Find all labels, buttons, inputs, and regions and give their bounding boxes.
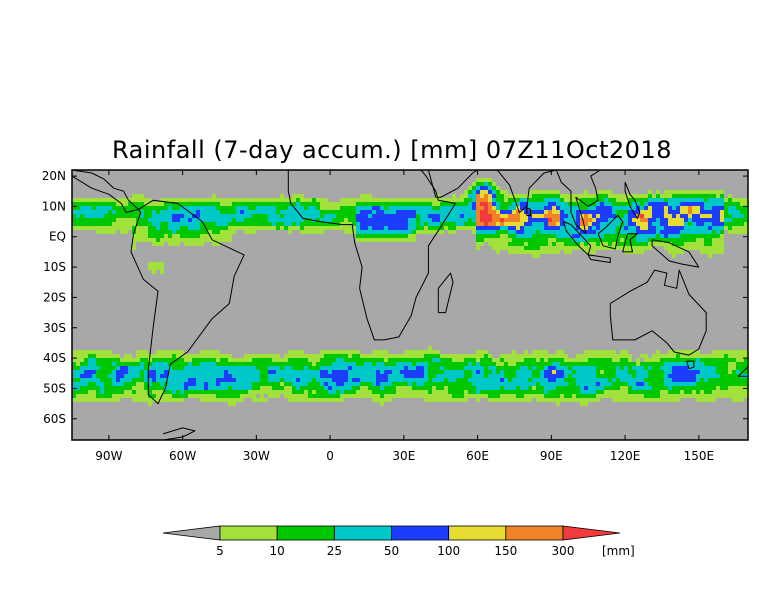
- colorbar-swatch: [391, 525, 450, 541]
- colorbar-level-label: 5: [216, 544, 224, 558]
- lon-tick-label: 0: [326, 449, 334, 463]
- map-frame: [71, 169, 749, 441]
- map-title: Rainfall (7-day accum.) [mm] 07Z11Oct201…: [112, 136, 672, 164]
- colorbar-level-label: 300: [552, 544, 575, 558]
- lat-tick-label: 30S: [43, 321, 66, 335]
- coastlines: [72, 170, 748, 440]
- lon-tick-label: 90E: [540, 449, 563, 463]
- lat-tick-label: 20S: [43, 290, 66, 304]
- colorbar-swatch: [333, 525, 392, 541]
- lon-tick-label: 30W: [243, 449, 270, 463]
- colorbar-level-label: 10: [270, 544, 285, 558]
- lat-tick-label: 10S: [43, 260, 66, 274]
- philippines-coast: [624, 181, 641, 219]
- antarctica-coast: [162, 427, 196, 440]
- lon-tick-label: 90W: [95, 449, 122, 463]
- sulawesi-coast: [622, 233, 638, 253]
- colorbar-unit-label: [mm]: [602, 544, 635, 558]
- rainfall-field: [72, 178, 748, 406]
- lon-tick-label: 30E: [392, 449, 415, 463]
- central-america-coast: [72, 170, 139, 213]
- longitude-axis: 90W 60W 30W 0 30E 60E 90E 120E 150E: [95, 170, 714, 463]
- colorbar-level-label: 100: [437, 544, 460, 558]
- lon-tick-label: 150E: [684, 449, 715, 463]
- south-america-coast: [130, 199, 245, 405]
- lat-tick-label: EQ: [49, 230, 66, 244]
- sri-lanka-coast: [526, 207, 531, 216]
- colorbar-level-label: 150: [494, 544, 517, 558]
- lon-tick-label: 60W: [169, 449, 196, 463]
- arabia-coast: [427, 170, 479, 198]
- lat-tick-label: 40S: [43, 351, 66, 365]
- colorbar-level-label: 50: [384, 544, 399, 558]
- australia-coast: [609, 269, 707, 356]
- lat-tick-label: 60S: [43, 412, 66, 426]
- borneo-coast: [597, 215, 624, 250]
- madagascar-coast: [437, 272, 454, 314]
- lat-tick-label: 50S: [43, 381, 66, 395]
- java-coast: [587, 254, 611, 263]
- southeast-asia-coast: [555, 170, 601, 235]
- colorbar-level-label: 25: [327, 544, 342, 558]
- new-guinea-coast: [651, 239, 700, 268]
- colorbar-legend: 5 10 25 50 100 150 300 [mm]: [162, 525, 635, 558]
- colorbar-min-triangle: [162, 525, 221, 541]
- africa-coast: [287, 170, 456, 341]
- lat-tick-label: 10N: [42, 199, 66, 213]
- tasmania-coast: [686, 360, 695, 370]
- new-zealand-coast: [737, 365, 748, 377]
- colorbar-swatch: [505, 525, 564, 541]
- colorbar-max-triangle: [562, 525, 621, 541]
- lon-tick-label: 120E: [610, 449, 641, 463]
- lat-tick-label: 20N: [42, 169, 66, 183]
- colorbar-swatch: [276, 525, 335, 541]
- colorbar-swatch: [219, 525, 278, 541]
- colorbar-swatch: [448, 525, 507, 541]
- lon-tick-label: 60E: [466, 449, 489, 463]
- latitude-axis: 20N 10N EQ 10S 20S 30S 40S 50S 60S: [42, 169, 748, 426]
